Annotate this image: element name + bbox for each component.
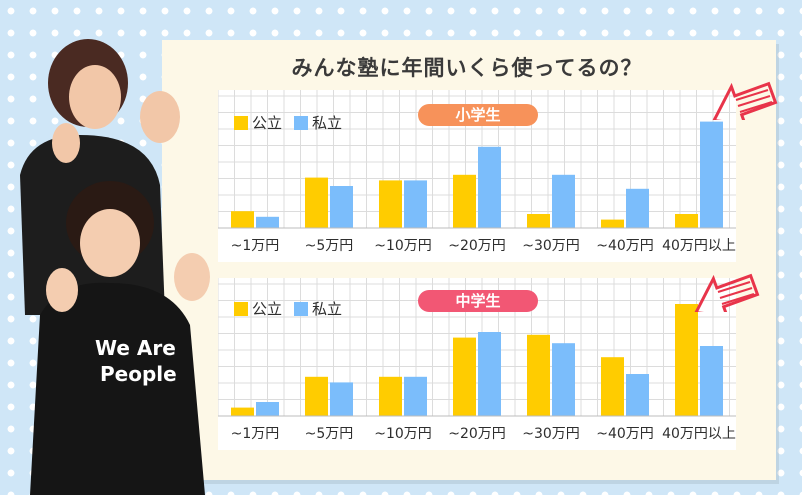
bar-private-0: [256, 402, 279, 416]
x-tick-label: 40万円以上: [662, 426, 736, 442]
legend-public-swatch: [234, 115, 248, 130]
junior-high-badge: 中学生: [418, 290, 538, 312]
bar-private-3: [478, 146, 501, 228]
people-photo: We Are People: [20, 39, 210, 495]
bar-public-0: [231, 407, 254, 416]
bar-public-2: [379, 376, 402, 416]
shirt-text-line2: People: [100, 362, 177, 386]
bar-private-4: [552, 343, 575, 416]
bar-private-6: [700, 346, 723, 416]
legend-public-label: 公立: [252, 114, 283, 132]
bar-public-4: [527, 334, 550, 416]
bar-private-1: [330, 186, 353, 228]
arrow-icon: [693, 273, 760, 312]
x-tick-label: ~40万円: [596, 238, 654, 254]
bar-public-2: [379, 180, 402, 228]
bar-public-6: [675, 214, 698, 228]
bar-public-1: [305, 376, 328, 416]
shirt-text-line1: We Are: [95, 336, 176, 360]
x-tick-label: ~5万円: [305, 238, 354, 254]
bar-public-6: [675, 304, 698, 416]
legend-private-swatch: [294, 301, 309, 316]
arrow-icon: [711, 81, 778, 120]
bar-public-4: [527, 214, 550, 228]
bar-private-4: [552, 174, 575, 228]
legend-public-label: 公立: [252, 300, 283, 318]
bar-private-6: [700, 121, 723, 228]
bar-private-2: [404, 376, 427, 416]
legend: 公立 私立: [234, 112, 342, 133]
legend-private-label: 私立: [312, 300, 343, 318]
chart-elementary: ~1万円 ~5万円 ~10万円 ~20万円 ~30万円 ~40万円 40万円以上 公立 私立…: [218, 90, 736, 262]
x-tick-label: 40万円以上: [662, 238, 736, 254]
legend-private-swatch: [294, 115, 309, 130]
x-tick-label: ~20万円: [448, 238, 506, 254]
x-tick-label: ~30万円: [522, 426, 580, 442]
bar-public-3: [453, 174, 476, 228]
bar-private-2: [404, 180, 427, 228]
bar-private-3: [478, 332, 501, 416]
bar-private-1: [330, 382, 353, 416]
bar-public-3: [453, 337, 476, 416]
x-tick-label: ~30万円: [522, 238, 580, 254]
bar-public-1: [305, 177, 328, 228]
legend: 公立 私立: [234, 298, 342, 319]
legend-public-swatch: [234, 301, 248, 316]
bar-public-0: [231, 211, 254, 228]
x-tick-label: ~20万円: [448, 426, 506, 442]
bar-public-5: [601, 357, 624, 416]
x-tick-label: ~10万円: [374, 426, 432, 442]
elementary-badge: 小学生: [418, 104, 538, 126]
bar-private-0: [256, 216, 279, 228]
bar-public-5: [601, 219, 624, 228]
page-title: みんな塾に年間いくら使ってるの？: [291, 56, 643, 80]
legend-private-label: 私立: [312, 114, 343, 132]
chart-junior-high-plot: ~1万円 ~5万円 ~10万円 ~20万円 ~30万円 ~40万円 40万円以上: [218, 278, 736, 450]
x-tick-label: ~40万円: [596, 426, 654, 442]
x-tick-label: ~5万円: [305, 426, 354, 442]
x-tick-label: ~1万円: [231, 426, 280, 442]
bar-private-5: [626, 374, 649, 416]
bar-private-5: [626, 188, 649, 228]
x-tick-label: ~1万円: [231, 238, 280, 254]
x-tick-label: ~10万円: [374, 238, 432, 254]
chart-junior-high: ~1万円 ~5万円 ~10万円 ~20万円 ~30万円 ~40万円 40万円以上 公立 私立…: [218, 278, 736, 450]
